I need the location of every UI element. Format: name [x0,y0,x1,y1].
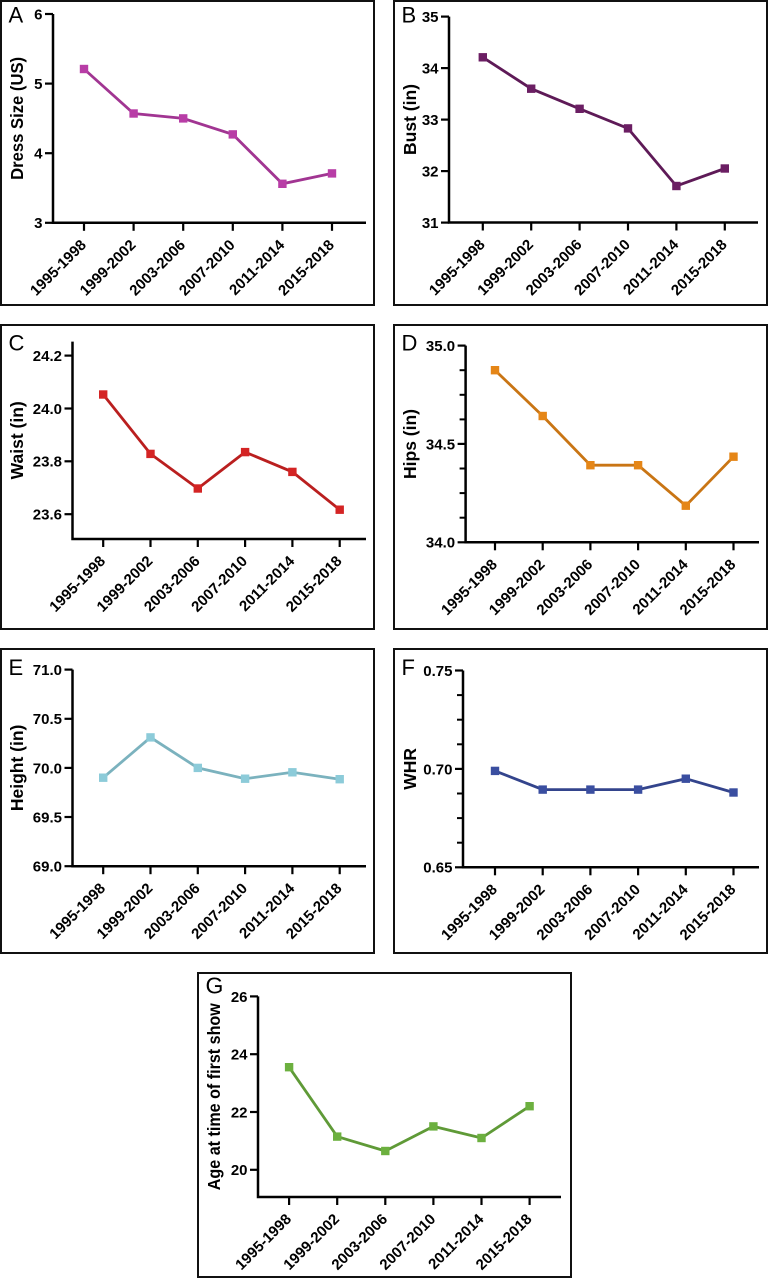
svg-text:20: 20 [231,1162,248,1179]
svg-text:31: 31 [422,215,439,232]
svg-text:24.2: 24.2 [33,348,62,365]
svg-text:23.8: 23.8 [33,454,62,471]
svg-text:Height (in): Height (in) [7,725,27,812]
svg-text:G: G [206,973,224,999]
svg-text:4: 4 [34,146,43,163]
svg-text:C: C [9,331,25,356]
svg-text:69.5: 69.5 [33,809,62,826]
svg-text:0.65: 0.65 [423,860,452,877]
svg-text:24: 24 [231,1047,248,1064]
svg-text:33: 33 [422,112,439,129]
svg-text:70.0: 70.0 [33,760,62,777]
svg-text:34: 34 [422,61,439,78]
svg-text:E: E [9,655,24,680]
svg-text:F: F [402,655,415,680]
svg-text:5: 5 [34,76,42,93]
svg-text:32: 32 [422,164,439,181]
svg-text:34.0: 34.0 [426,535,455,552]
svg-text:D: D [402,331,418,356]
svg-text:26: 26 [231,989,248,1006]
svg-text:B: B [402,3,417,28]
svg-text:Waist (in): Waist (in) [7,401,27,479]
svg-text:23.6: 23.6 [33,507,62,524]
svg-text:0.70: 0.70 [423,761,452,778]
svg-text:22: 22 [231,1104,248,1121]
svg-text:Hips (in): Hips (in) [400,409,420,479]
svg-text:35.0: 35.0 [426,338,455,355]
svg-text:35: 35 [422,9,439,26]
svg-text:70.5: 70.5 [33,711,62,728]
svg-text:Dress Size (US): Dress Size (US) [7,57,27,180]
svg-text:A: A [9,3,24,28]
svg-text:0.75: 0.75 [423,663,452,680]
svg-text:Bust (in): Bust (in) [400,84,420,155]
svg-text:6: 6 [34,6,42,23]
svg-text:WHR: WHR [400,748,420,790]
svg-text:3: 3 [34,215,42,232]
svg-text:69.0: 69.0 [33,859,62,876]
svg-text:24.0: 24.0 [33,401,62,418]
svg-text:34.5: 34.5 [426,436,455,453]
svg-text:Age at time of first show: Age at time of first show [204,1003,224,1190]
svg-text:71.0: 71.0 [33,662,62,679]
